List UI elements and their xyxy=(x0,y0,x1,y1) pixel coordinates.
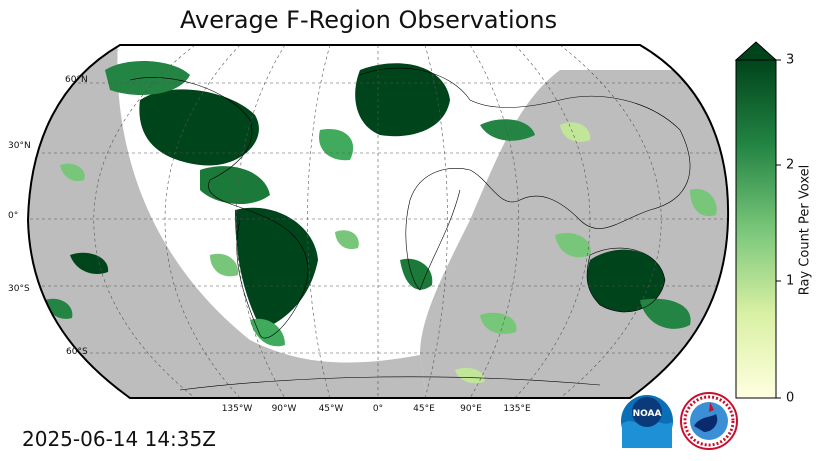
lat-label-30s: 30°S xyxy=(8,284,30,294)
coastlines xyxy=(129,67,691,391)
lon-label-135e: 135°E xyxy=(503,404,531,414)
globe-outline xyxy=(26,44,730,399)
lon-label-45e: 45°E xyxy=(413,404,435,414)
colorbar-label: Ray Count Per Voxel xyxy=(797,164,813,296)
colorbar-tick-1: 1 xyxy=(786,273,795,289)
noaa-logo: NOAA xyxy=(621,395,673,448)
colorbar-tick-3: 3 xyxy=(786,52,795,68)
lat-label-60n: 60°N xyxy=(65,75,88,85)
graticule xyxy=(28,45,729,398)
nws-logo xyxy=(680,392,738,450)
colorbar xyxy=(734,41,781,399)
lon-label-0: 0° xyxy=(372,404,384,414)
svg-text:NOAA: NOAA xyxy=(633,409,662,419)
lat-label-60s: 60°S xyxy=(66,347,88,357)
lon-label-90e: 90°E xyxy=(460,404,482,414)
ray-count-heatmap xyxy=(45,60,717,384)
lon-label-90w: 90°W xyxy=(271,404,297,414)
colorbar-tick-2: 2 xyxy=(786,157,795,173)
lon-label-135w: 135°W xyxy=(221,404,253,414)
lat-label-30n: 30°N xyxy=(8,141,31,151)
colorbar-extend-arrow xyxy=(734,41,778,61)
timestamp: 2025-06-14 14:35Z xyxy=(22,427,216,451)
map-title: Average F-Region Observations xyxy=(180,6,558,34)
night-shade-west xyxy=(28,45,430,398)
lon-label-45w: 45°W xyxy=(318,404,344,414)
colorbar-gradient xyxy=(735,59,777,399)
lat-label-equator: 0° xyxy=(8,211,19,221)
colorbar-tick-0: 0 xyxy=(786,390,795,406)
